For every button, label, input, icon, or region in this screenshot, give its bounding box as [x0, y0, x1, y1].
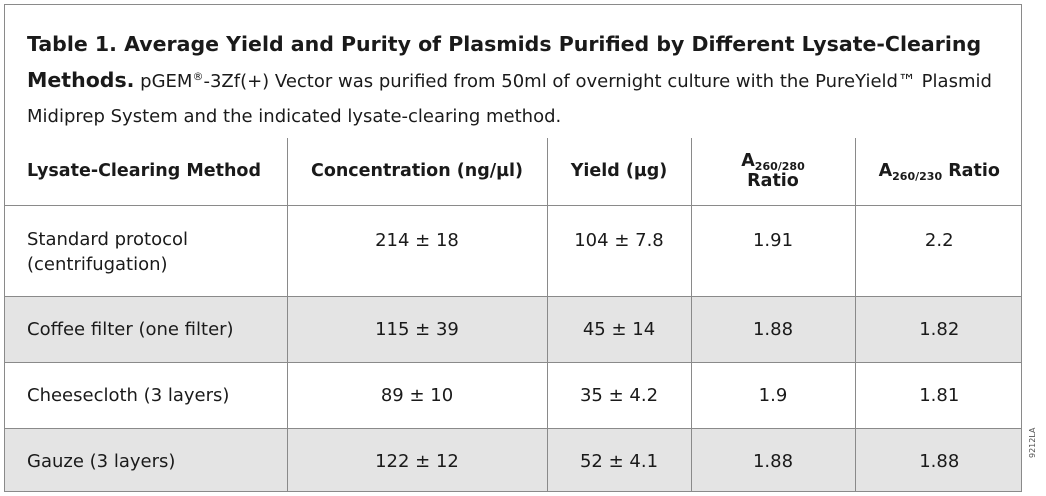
cell-a260-230: 1.82: [854, 295, 1021, 363]
cell-method: Coffee filter (one filter): [5, 295, 288, 363]
header-a260-280: A260/280 Ratio: [690, 138, 856, 206]
cell-a260-280: 1.88: [690, 427, 856, 491]
header-a260-280-suffix: Ratio: [747, 171, 799, 192]
cell-concentration: 122 ± 12: [286, 427, 548, 491]
cell-concentration: 115 ± 39: [286, 295, 548, 363]
table-row: Gauze (3 layers) 122 ± 12 52 ± 4.1 1.88 …: [5, 427, 1021, 491]
cell-yield: 52 ± 4.1: [546, 427, 692, 491]
header-a260-280-sub: 260/280: [754, 160, 805, 174]
header-yield: Yield (µg): [546, 138, 692, 206]
table-frame: Table 1. Average Yield and Purity of Pla…: [4, 4, 1022, 492]
figure-id: 9212LA: [1028, 427, 1037, 458]
header-a260-230-main: A: [878, 161, 893, 182]
method-line-1: Standard protocol: [27, 228, 189, 250]
caption-body-end: -3Zf(+) Vector was purified from 50ml of…: [27, 71, 992, 127]
header-a260-230-sub: 260/230: [892, 170, 943, 184]
table-row: Coffee filter (one filter) 115 ± 39 45 ±…: [5, 295, 1021, 363]
method-line-2: (centrifugation): [27, 253, 168, 275]
cell-a260-280: 1.9: [690, 361, 856, 429]
caption-body-start: pGEM: [134, 71, 193, 92]
table-row: Standard protocol (centrifugation) 214 ± …: [5, 204, 1021, 297]
header-a260-230: A260/230 Ratio: [854, 138, 1021, 206]
header-row: Lysate-Clearing Method Concentration (ng…: [5, 138, 1021, 206]
cell-method: Standard protocol (centrifugation): [5, 204, 288, 297]
cell-a260-230: 1.81: [854, 361, 1021, 429]
header-a260-280-main: A: [741, 151, 755, 172]
cell-a260-280: 1.88: [690, 295, 856, 363]
cell-a260-230: 2.2: [854, 204, 1021, 297]
cell-method: Gauze (3 layers): [5, 427, 288, 491]
cell-yield: 45 ± 14: [546, 295, 692, 363]
cell-method: Cheesecloth (3 layers): [5, 361, 288, 429]
header-method: Lysate-Clearing Method: [5, 138, 288, 206]
cell-concentration: 214 ± 18: [286, 204, 548, 297]
registered-mark: ®: [192, 70, 204, 83]
cell-yield: 104 ± 7.8: [546, 204, 692, 297]
table-caption: Table 1. Average Yield and Purity of Pla…: [27, 27, 1007, 134]
cell-a260-280: 1.91: [690, 204, 856, 297]
table-row: Cheesecloth (3 layers) 89 ± 10 35 ± 4.2 …: [5, 361, 1021, 429]
results-table: Lysate-Clearing Method Concentration (ng…: [5, 138, 1021, 491]
table-title: Table 1. Average Yield and Purity of Pla…: [27, 32, 982, 92]
cell-yield: 35 ± 4.2: [546, 361, 692, 429]
cell-concentration: 89 ± 10: [286, 361, 548, 429]
header-concentration: Concentration (ng/µl): [286, 138, 548, 206]
header-a260-230-suffix: Ratio: [942, 161, 1000, 182]
cell-a260-230: 1.88: [854, 427, 1021, 491]
